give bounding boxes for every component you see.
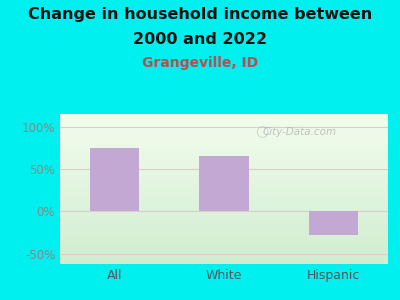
Bar xyxy=(309,212,358,235)
Bar xyxy=(199,156,248,212)
Text: ○: ○ xyxy=(255,124,268,140)
Text: 2000 and 2022: 2000 and 2022 xyxy=(133,32,267,46)
Text: Grangeville, ID: Grangeville, ID xyxy=(142,56,258,70)
Text: Change in household income between: Change in household income between xyxy=(28,8,372,22)
Text: City-Data.com: City-Data.com xyxy=(262,127,336,137)
Bar xyxy=(90,148,139,212)
